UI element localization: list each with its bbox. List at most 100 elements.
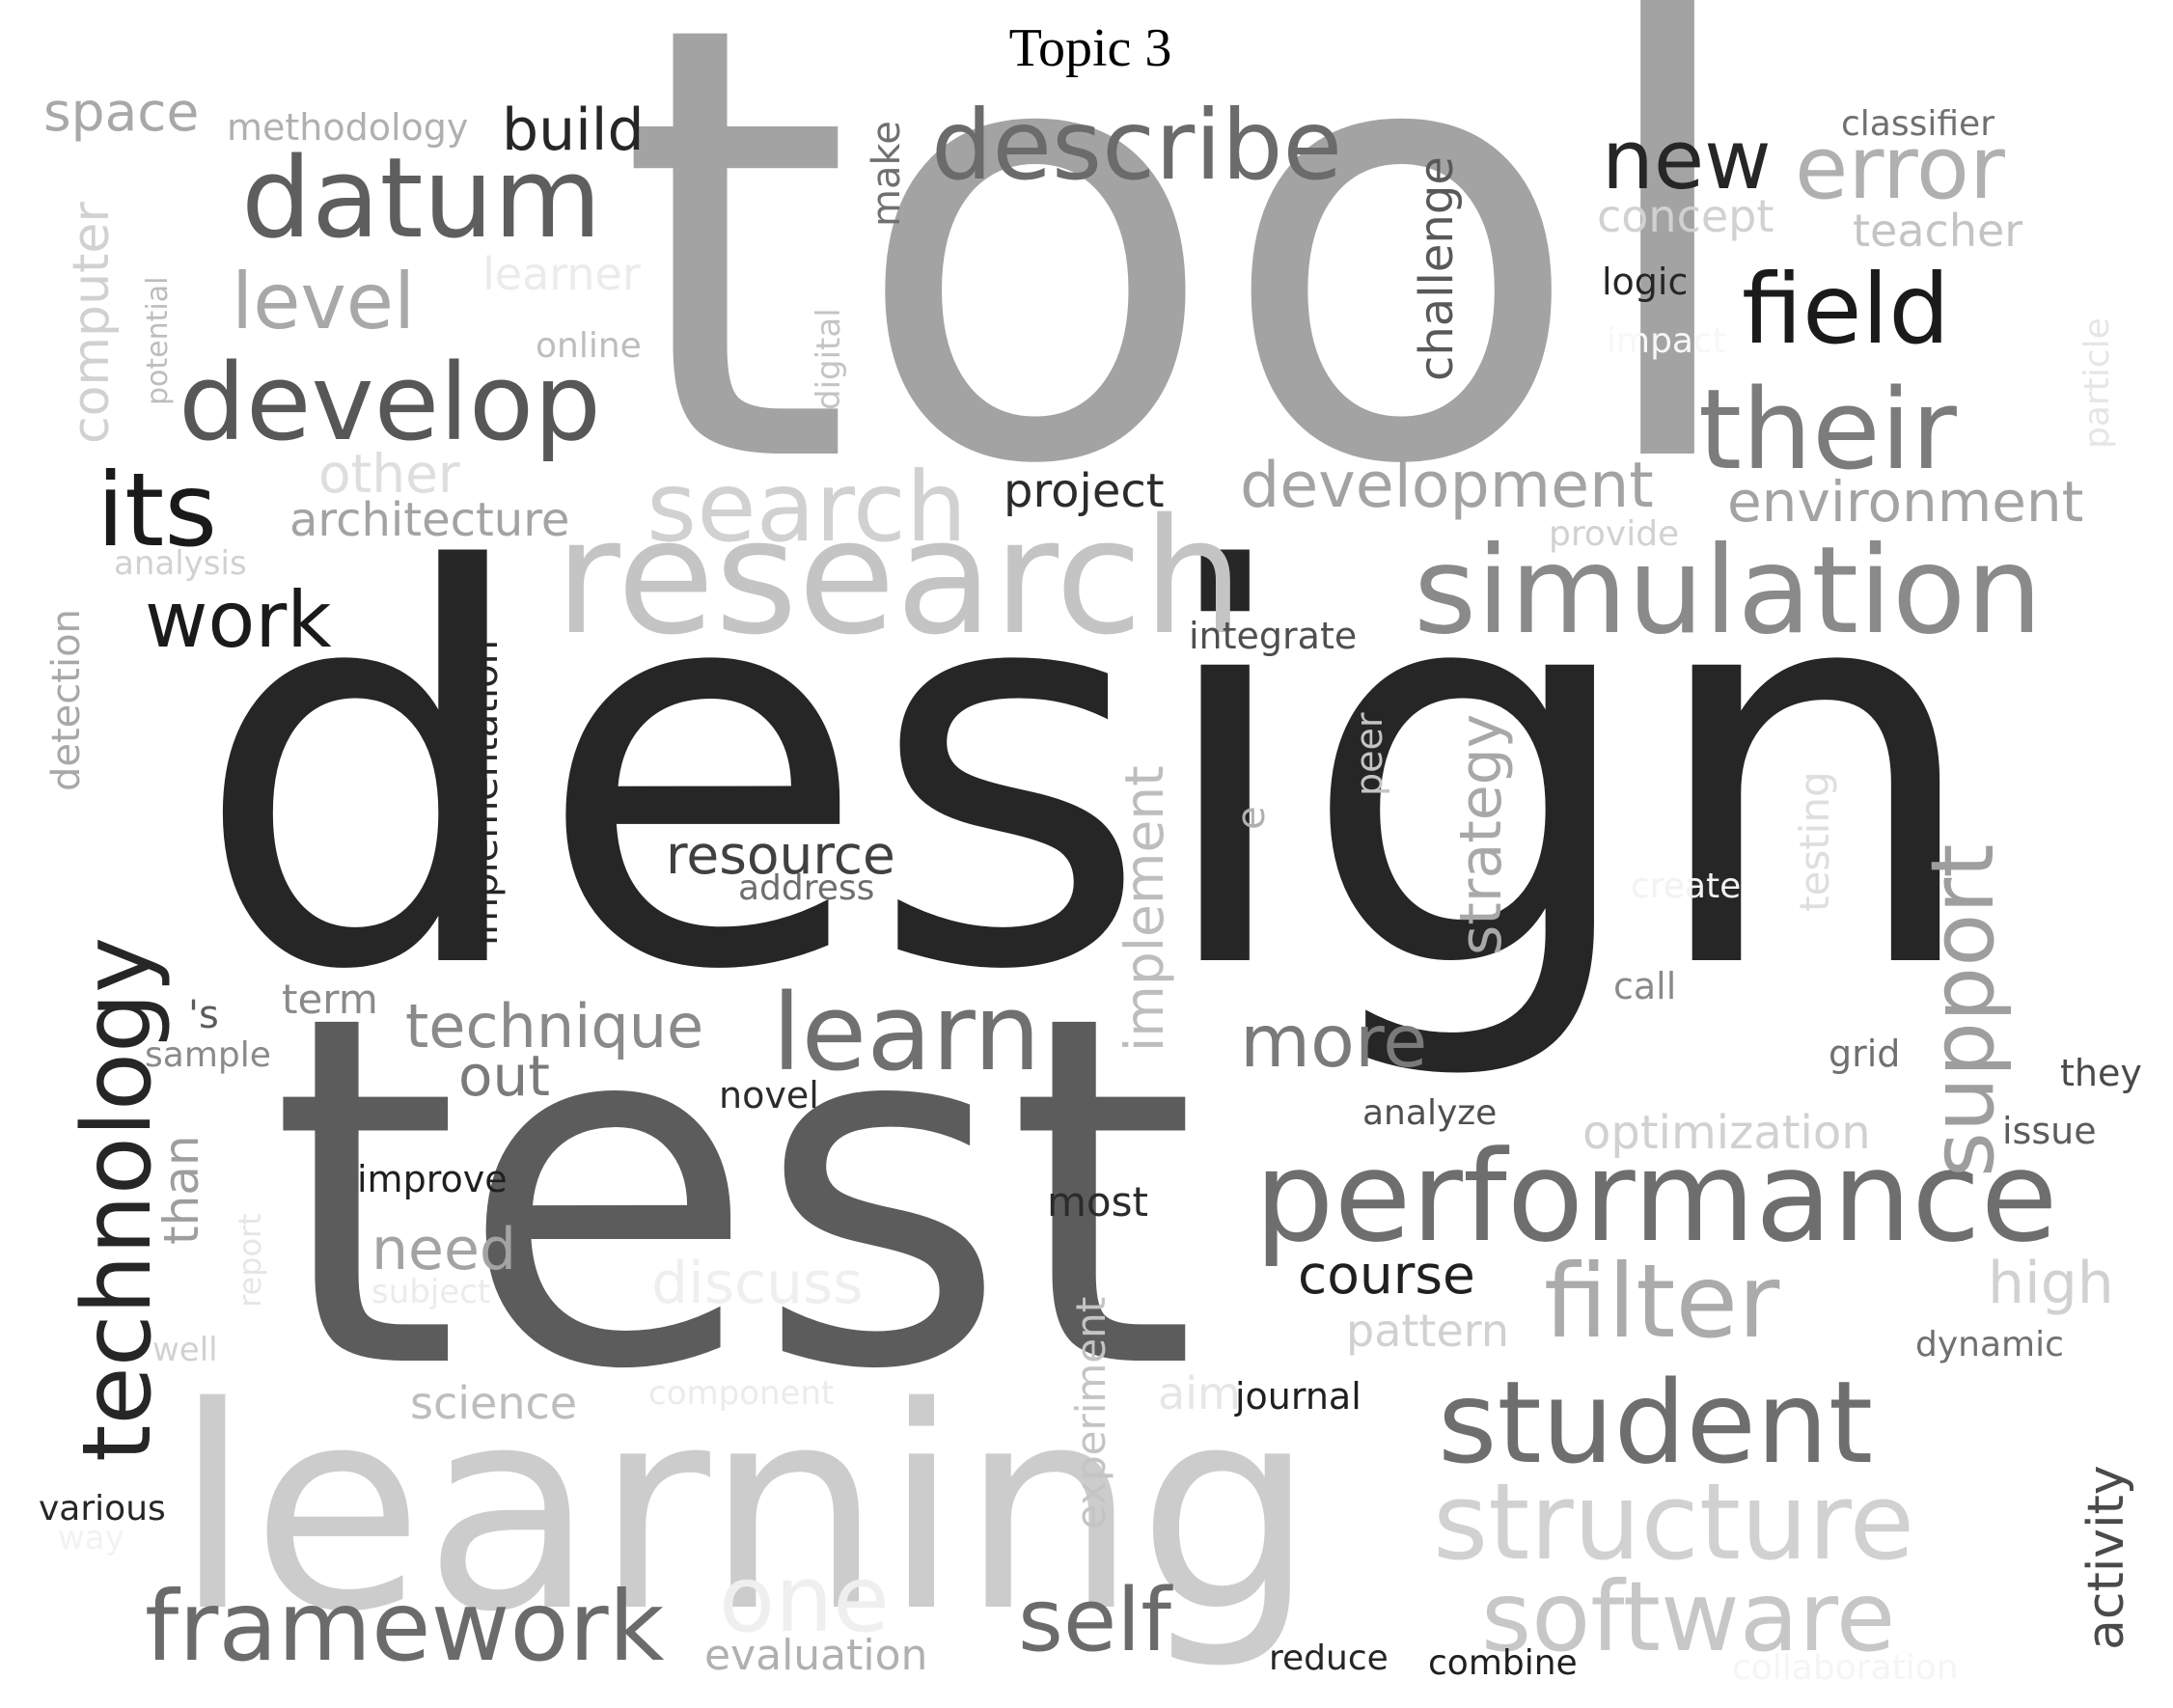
word-error: error [1795,118,2005,219]
word-optimization: optimization [1582,1106,1871,1160]
word-most: most [1047,1178,1148,1226]
word-their: their [1698,366,1958,495]
word-development: development [1240,450,1654,522]
word-more: more [1240,999,1427,1084]
word-concept: concept [1597,190,1774,242]
word-environment: environment [1727,469,2083,535]
word-journal: journal [1234,1375,1362,1418]
word-digital: digital [810,308,848,410]
word-work: work [145,575,332,665]
word-architecture: architecture [289,493,569,547]
word-simulation: simulation [1414,521,2043,661]
word-technology-than: than [153,1135,209,1245]
word-course: course [1298,1244,1475,1306]
word-classifier: classifier [1841,104,1994,144]
word-new: new [1602,113,1772,208]
word-datum: datum [241,134,601,263]
word-sample: sample [145,1035,271,1075]
word-way: way [58,1519,124,1557]
word-learn: learn [772,971,1041,1094]
word-develop: develop [179,341,601,464]
word-high: high [1988,1250,2114,1317]
word-test: test [270,913,1197,1474]
word-out: out [458,1043,550,1109]
word-framework: framework [145,1570,665,1683]
word-combine: combine [1428,1643,1578,1683]
word-testing: testing [1791,771,1838,912]
word-performance: performance [1254,1123,2058,1270]
word-peer: peer [1348,712,1390,796]
word-provide: provide [1549,514,1679,554]
word-teacher: teacher [1853,205,2022,257]
word-search: search [646,451,967,564]
word-component: component [648,1374,834,1413]
word-science: science [410,1377,577,1429]
word-build: build [502,96,645,164]
word-technique: technique [405,991,703,1061]
word-subject: subject [371,1273,490,1311]
word-its: its [96,452,217,569]
word-novel: novel [719,1074,819,1116]
word-technology: technology [63,937,173,1462]
word-filter: filter [1544,1243,1780,1361]
word-self: self [1018,1570,1173,1671]
cloud-title: Topic 3 [1009,18,1172,78]
word-design: design [193,459,1986,1088]
word-experiment: experiment [1067,1297,1114,1529]
word-detection: detection [44,609,89,791]
word-address: address [738,868,874,908]
word-reduce: reduce [1269,1639,1389,1678]
word-well: well [152,1331,218,1369]
word-challenge: challenge [1410,156,1464,381]
word-structure: structure [1433,1460,1914,1584]
word-methodology: methodology [227,106,468,149]
word-resource: resource [666,824,895,886]
word-discuss: discuss [651,1250,864,1317]
word-s: 's [188,993,219,1037]
word-make: make [865,121,909,227]
word-improve: improve [357,1158,508,1200]
word-pattern: pattern [1346,1305,1509,1357]
word-dynamic: dynamic [1915,1325,2064,1364]
word-analyze: analyze [1362,1093,1497,1133]
word-aim: aim [1158,1367,1241,1419]
word-collaboration: collaboration [1732,1648,1959,1688]
word-learning: learning [174,1348,1315,1673]
word-project: project [1004,464,1165,518]
word-strategy: strategy [1447,714,1515,955]
word-activity: activity [2077,1465,2135,1650]
word-space: space [43,81,199,143]
word-term: term [282,976,378,1023]
word-issue: issue [2002,1110,2097,1152]
word-level: level [232,257,415,346]
word-describe: describe [931,89,1342,202]
word-learner: learner [482,248,641,300]
word-online: online [536,326,642,366]
word-need: need [371,1216,516,1283]
word-potential: potential [141,277,175,405]
word-implementation: implementation [462,640,507,946]
word-field: field [1742,253,1950,366]
word-call: call [1613,965,1676,1007]
word-they: they [2060,1052,2142,1094]
word-tool: tool [618,0,1750,595]
word-research: research [555,484,1244,670]
word-create: create [1631,867,1741,906]
word-various: various [39,1489,166,1529]
word-implement: implement [1114,765,1175,1052]
word-impact: impact [1607,321,1726,361]
word-report: report [232,1213,268,1308]
word-evaluation: evaluation [704,1631,927,1680]
word-software: software [1481,1560,1895,1673]
word-one: one [719,1547,890,1653]
word-integrate: integrate [1189,615,1357,657]
word-student: student [1438,1356,1873,1489]
word-analysis: analysis [114,544,247,583]
word-grid: grid [1829,1033,1900,1075]
word-e: e [1229,806,1274,830]
word-other: other [318,443,460,505]
word-logic: logic [1602,261,1688,303]
word-computer: computer [63,202,121,444]
